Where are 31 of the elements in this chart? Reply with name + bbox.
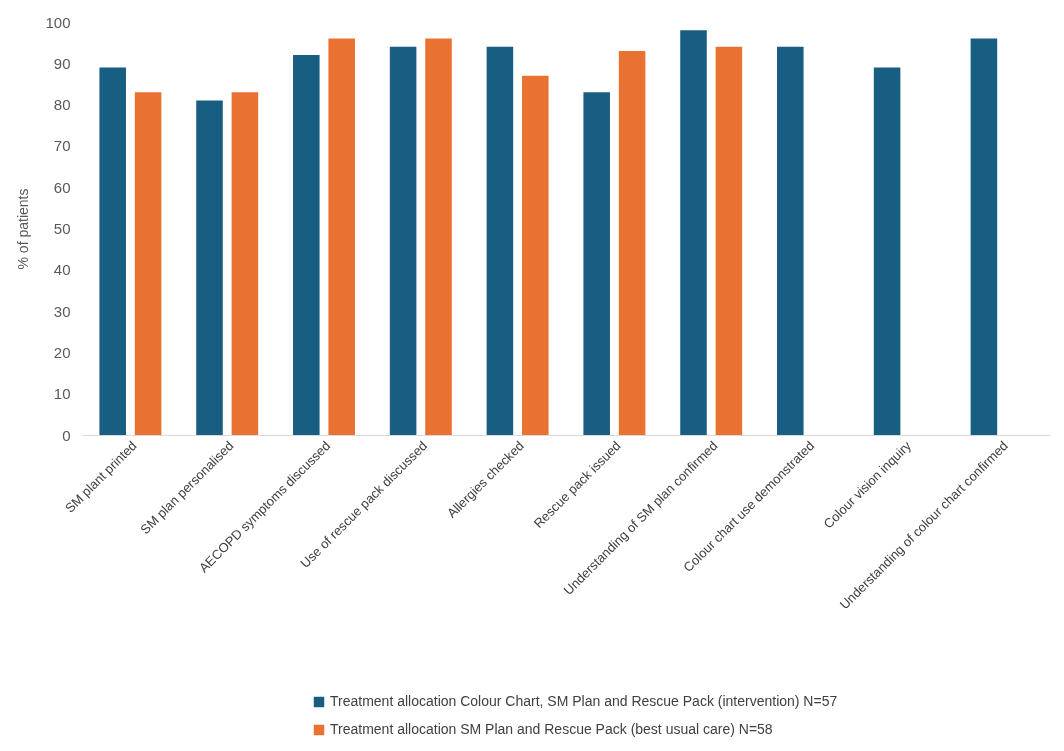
bar <box>231 92 259 435</box>
y-tick-label: 60 <box>53 178 71 196</box>
bar <box>196 100 223 435</box>
y-tick-label: 50 <box>53 220 71 237</box>
legend-label: Treatment allocation Colour Chart, SM Plan and Rescue Pack (intervention) N=57 <box>330 693 838 709</box>
bar <box>583 92 610 435</box>
bar <box>389 46 417 435</box>
bar <box>715 46 743 435</box>
bar <box>970 38 998 435</box>
y-tick-label: 30 <box>53 302 71 320</box>
y-tick-label: 20 <box>53 343 71 361</box>
y-tick-label: 100 <box>45 13 71 31</box>
y-tick-label: 40 <box>53 261 71 279</box>
bar <box>425 38 452 435</box>
bar <box>873 67 901 435</box>
y-axis-title: % of patients <box>15 188 32 270</box>
bar <box>486 46 514 435</box>
y-tick-label: 0 <box>62 426 71 444</box>
legend-label: Treatment allocation SM Plan and Rescue Pack (best usual care) N=58 <box>330 721 773 737</box>
y-tick-label: 80 <box>53 96 71 114</box>
bar <box>680 30 707 435</box>
y-tick-label: 10 <box>53 385 71 403</box>
bar <box>134 92 162 435</box>
bar <box>99 67 126 435</box>
y-tick-label: 90 <box>53 54 71 72</box>
bar <box>777 46 804 435</box>
bar <box>293 55 320 435</box>
bar <box>522 75 549 435</box>
bar <box>328 38 355 435</box>
y-tick-label: 70 <box>53 137 71 155</box>
bar <box>618 50 646 435</box>
